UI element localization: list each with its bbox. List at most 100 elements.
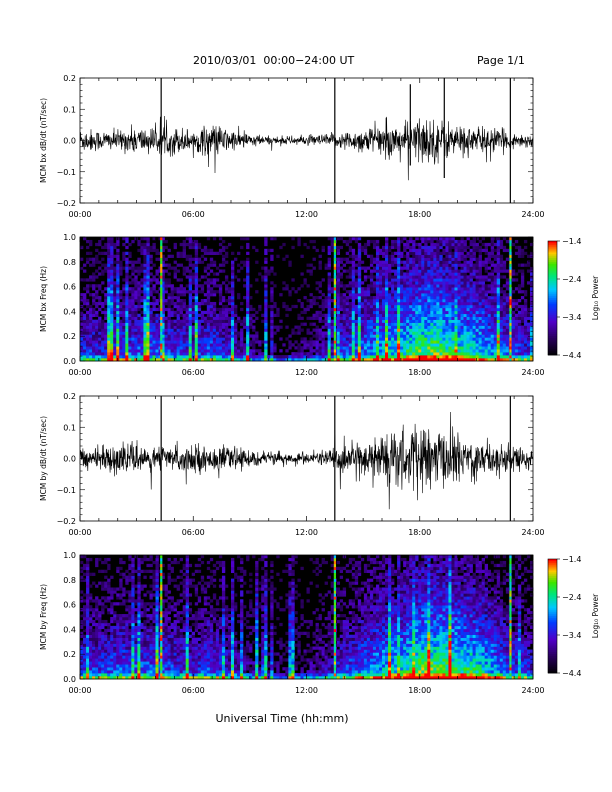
spectrogram-cell	[185, 266, 190, 270]
spectrogram-cell	[134, 337, 138, 341]
spectrogram-cell	[493, 248, 498, 253]
spectrogram-cell	[155, 307, 159, 312]
spectrogram-cell	[182, 290, 186, 294]
spectrogram-cell	[107, 352, 111, 356]
spectrogram-cell	[369, 340, 374, 344]
spectrogram-cell	[327, 257, 331, 261]
spectrogram-cell	[406, 299, 410, 303]
spectrogram-cell	[194, 346, 199, 350]
spectrogram-cell	[249, 284, 253, 288]
spectrogram-cell	[227, 355, 232, 359]
spectrogram-cell	[409, 319, 413, 323]
spectrogram-cell	[240, 334, 244, 338]
spectrogram-cell	[152, 248, 156, 253]
spectrogram-cell	[454, 349, 458, 353]
spectrogram-cell	[448, 254, 452, 258]
spectrogram-cell	[487, 254, 492, 258]
spectrogram-cell	[137, 287, 141, 291]
spectrogram-cell	[478, 313, 482, 318]
spectrogram-cell	[143, 313, 147, 318]
spectrogram-cell	[487, 328, 492, 332]
spectrogram-cell	[354, 281, 359, 285]
spectrogram-cell	[406, 325, 410, 329]
spectrogram-cell	[155, 340, 159, 344]
spectrogram-cell	[378, 287, 383, 291]
spectrogram-cell	[360, 358, 365, 362]
spectrogram-cell	[231, 328, 235, 332]
spectrogram-cell	[409, 307, 413, 312]
spectrogram-cell	[212, 293, 217, 297]
spectrogram-cell	[445, 349, 449, 353]
spectrogram-cell	[490, 281, 495, 285]
spectrogram-cell	[221, 322, 226, 326]
spectrogram-cell	[499, 301, 504, 306]
spectrogram-cell	[388, 346, 392, 350]
spectrogram-cell	[481, 352, 485, 356]
spectrogram-cell	[92, 346, 96, 350]
spectrogram-cell	[321, 349, 325, 353]
spectrogram-cell	[173, 310, 177, 315]
spectrogram-cell	[315, 310, 319, 315]
spectrogram-cell	[460, 331, 464, 335]
spectrogram-cell	[327, 310, 331, 315]
spectrogram-cell	[451, 237, 455, 241]
spectrogram-cell	[149, 334, 153, 338]
spectrogram-cell	[394, 319, 398, 323]
spectrogram-cell	[421, 290, 425, 294]
spectrogram-cell	[439, 310, 443, 315]
spectrogram-cell	[496, 349, 501, 353]
spectrogram-cell	[424, 290, 428, 294]
spectrogram-cell	[252, 328, 256, 332]
spectrogram-cell	[179, 301, 183, 306]
spectrogram-cell	[478, 299, 482, 303]
spectrogram-cell	[209, 352, 214, 356]
spectrogram-cell	[330, 245, 334, 250]
spectrogram-cell	[478, 328, 482, 332]
spectrogram-cell	[448, 293, 452, 297]
spectrogram-cell	[427, 304, 431, 309]
spectrogram-cell	[391, 296, 395, 300]
spectrogram-cell	[403, 313, 407, 318]
spectrogram-spike	[160, 269, 163, 273]
spectrogram-cell	[279, 358, 283, 362]
spectrogram-cell	[442, 349, 446, 353]
spectrogram-cell	[116, 304, 120, 309]
spectrogram-cell	[324, 352, 328, 356]
spectrogram-cell	[227, 310, 232, 315]
spectrogram-cell	[128, 301, 132, 306]
spectrogram-cell	[203, 334, 208, 338]
spectrogram-cell	[137, 301, 141, 306]
spectrogram-cell	[194, 287, 199, 291]
spectrogram-cell	[191, 343, 196, 347]
spectrogram-cell	[152, 358, 156, 362]
spectrogram-cell	[475, 248, 479, 253]
spectrogram-spike	[160, 313, 163, 318]
spectrogram-cell	[92, 301, 96, 306]
spectrogram-cell	[134, 325, 138, 329]
spectrogram-cell	[433, 248, 437, 253]
spectrogram-cell	[137, 304, 141, 309]
spectrogram-cell	[369, 254, 374, 258]
spectrogram-spike	[509, 290, 512, 294]
spectrogram-cell	[182, 343, 186, 347]
spectrogram-cell	[110, 328, 114, 332]
spectrogram-cell	[246, 352, 250, 356]
spectrogram-cell	[191, 328, 196, 332]
spectrogram-cell	[167, 278, 171, 282]
spectrogram-cell	[86, 284, 90, 288]
spectrogram-cell	[472, 275, 476, 279]
spectrogram-cell	[215, 251, 220, 256]
spectrogram-cell	[164, 239, 168, 244]
spectrogram-cell	[372, 334, 377, 338]
spectrogram-cell	[511, 355, 516, 359]
spectrogram-cell	[170, 266, 174, 270]
spectrogram-cell	[412, 275, 416, 279]
spectrogram-cell	[375, 343, 380, 347]
spectrogram-cell	[427, 299, 431, 303]
spectrogram-cell	[143, 307, 147, 312]
spectrogram-cell	[412, 254, 416, 258]
spectrogram-cell	[478, 245, 482, 250]
spectrogram-cell	[463, 242, 467, 247]
spectrogram-cell	[234, 275, 238, 279]
spectrogram-cell	[520, 319, 525, 323]
